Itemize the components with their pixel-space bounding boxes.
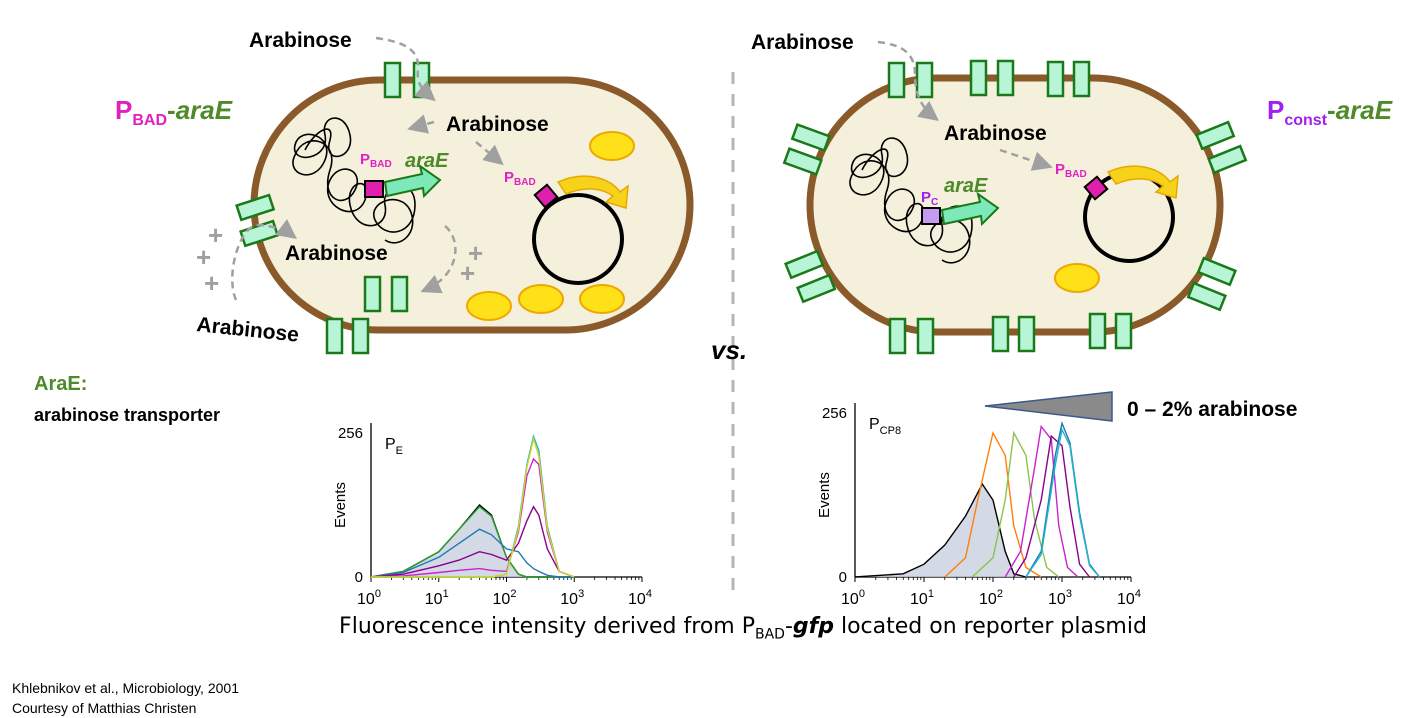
courtesy: Courtesy of Matthias Christen: [12, 700, 197, 716]
x-tick-label: 101: [425, 588, 449, 608]
y-tick-label: 256: [822, 405, 847, 422]
arae-note-desc: arabinose transporter: [34, 405, 220, 425]
right-chrom-promoter-const: [921, 207, 941, 225]
x-tick-label: 100: [841, 588, 865, 608]
left-plasmid-promoter: [533, 183, 559, 209]
right-arabinose-arrows: [877, 40, 1053, 171]
left-arabinose-inside-lower: Arabinose: [285, 242, 388, 265]
series-line: [1025, 427, 1101, 578]
y-tick-label: 256: [338, 425, 363, 442]
series-line: [1004, 424, 1079, 578]
series-line: [1013, 434, 1091, 578]
right-chrom-promoter-label: PC: [921, 189, 938, 208]
series-area: [855, 484, 1026, 577]
left-chromosome: [292, 117, 416, 244]
left-arabinose-bottom: Arabinose: [195, 313, 300, 347]
series-line: [971, 430, 1060, 578]
arabinose-gradient-wedge: [984, 391, 1113, 422]
right-arae-gene-arrow: [940, 191, 1000, 227]
right-cell: [782, 40, 1248, 355]
left-arabinose-inside: Arabinose: [446, 113, 549, 136]
svg-text:+: +: [468, 238, 483, 268]
series-line: [371, 436, 575, 578]
series-line: [370, 505, 575, 578]
left-cell: [231, 36, 694, 355]
right-arabinose-inside: Arabinose: [944, 122, 1047, 145]
left-plasmid-yellow-arrow: [556, 175, 629, 209]
chart-title: PCP8: [869, 416, 901, 437]
histogram-pcp8: 0 256 Events 100 101 102 103 104 PCP8: [816, 403, 1141, 608]
y-tick-label: 0: [839, 569, 847, 586]
left-plasmid-promoter-label: PBAD: [504, 169, 536, 188]
svg-text:+: +: [204, 268, 219, 298]
gradient-label: 0 – 2% arabinose: [1127, 398, 1297, 421]
svg-text:+: +: [196, 242, 211, 272]
x-tick-label: 102: [493, 588, 517, 608]
x-tick-label: 103: [560, 588, 584, 608]
vs-label: vs.: [711, 335, 747, 365]
left-chrom-promoter-bad: [364, 180, 384, 198]
right-chrom-gene-label: araE: [944, 175, 988, 197]
y-tick-label: 0: [355, 569, 363, 586]
left-arabinose-top: Arabinose: [249, 29, 352, 52]
right-chromosome: [849, 137, 973, 264]
citation: Khlebnikov et al., Microbiology, 2001: [12, 680, 239, 696]
left-cell-title: PBAD-araE: [115, 95, 233, 129]
left-arabinose-arrows: [231, 36, 504, 301]
x-tick-label: 104: [628, 588, 652, 608]
series-line: [854, 482, 1027, 578]
right-cell-title: Pconst-araE: [1267, 95, 1393, 129]
left-chrom-gene-label: araE: [405, 150, 449, 172]
arae-note-title: AraE:: [34, 373, 87, 395]
y-axis-label: Events: [816, 472, 833, 518]
x-tick-label: 104: [1117, 588, 1141, 608]
right-arabinose-top: Arabinose: [751, 31, 854, 54]
right-plasmid-yellow-arrow: [1106, 165, 1179, 199]
left-chrom-promoter-label: PBAD: [360, 151, 392, 170]
y-axis-label: Events: [332, 482, 349, 528]
series-area: [371, 505, 575, 577]
x-axis-caption: Fluorescence intensity derived from PBAD…: [339, 614, 1147, 643]
left-transporters: [235, 61, 431, 355]
left-plus-signs: + + + + +: [196, 220, 483, 298]
right-yellow-body: [1054, 263, 1100, 293]
svg-text:+: +: [208, 220, 223, 250]
right-plasmid-promoter: [1083, 175, 1109, 201]
x-tick-label: 102: [979, 588, 1003, 608]
x-tick-label: 100: [357, 588, 381, 608]
chart-title: PE: [385, 436, 403, 457]
x-tick-label: 103: [1048, 588, 1072, 608]
svg-text:+: +: [460, 258, 475, 288]
left-yellow-bodies: [466, 131, 635, 321]
left-plasmid: [532, 193, 624, 285]
right-cell-body: [806, 74, 1224, 336]
right-plasmid-promoter-label: PBAD: [1055, 161, 1087, 180]
left-arae-gene-arrow: [383, 163, 442, 199]
right-transporters: [782, 59, 1248, 355]
x-tick-label: 101: [910, 588, 934, 608]
histogram-pe: 0 256 Events 100 101 102 103 104 PE: [332, 423, 652, 608]
